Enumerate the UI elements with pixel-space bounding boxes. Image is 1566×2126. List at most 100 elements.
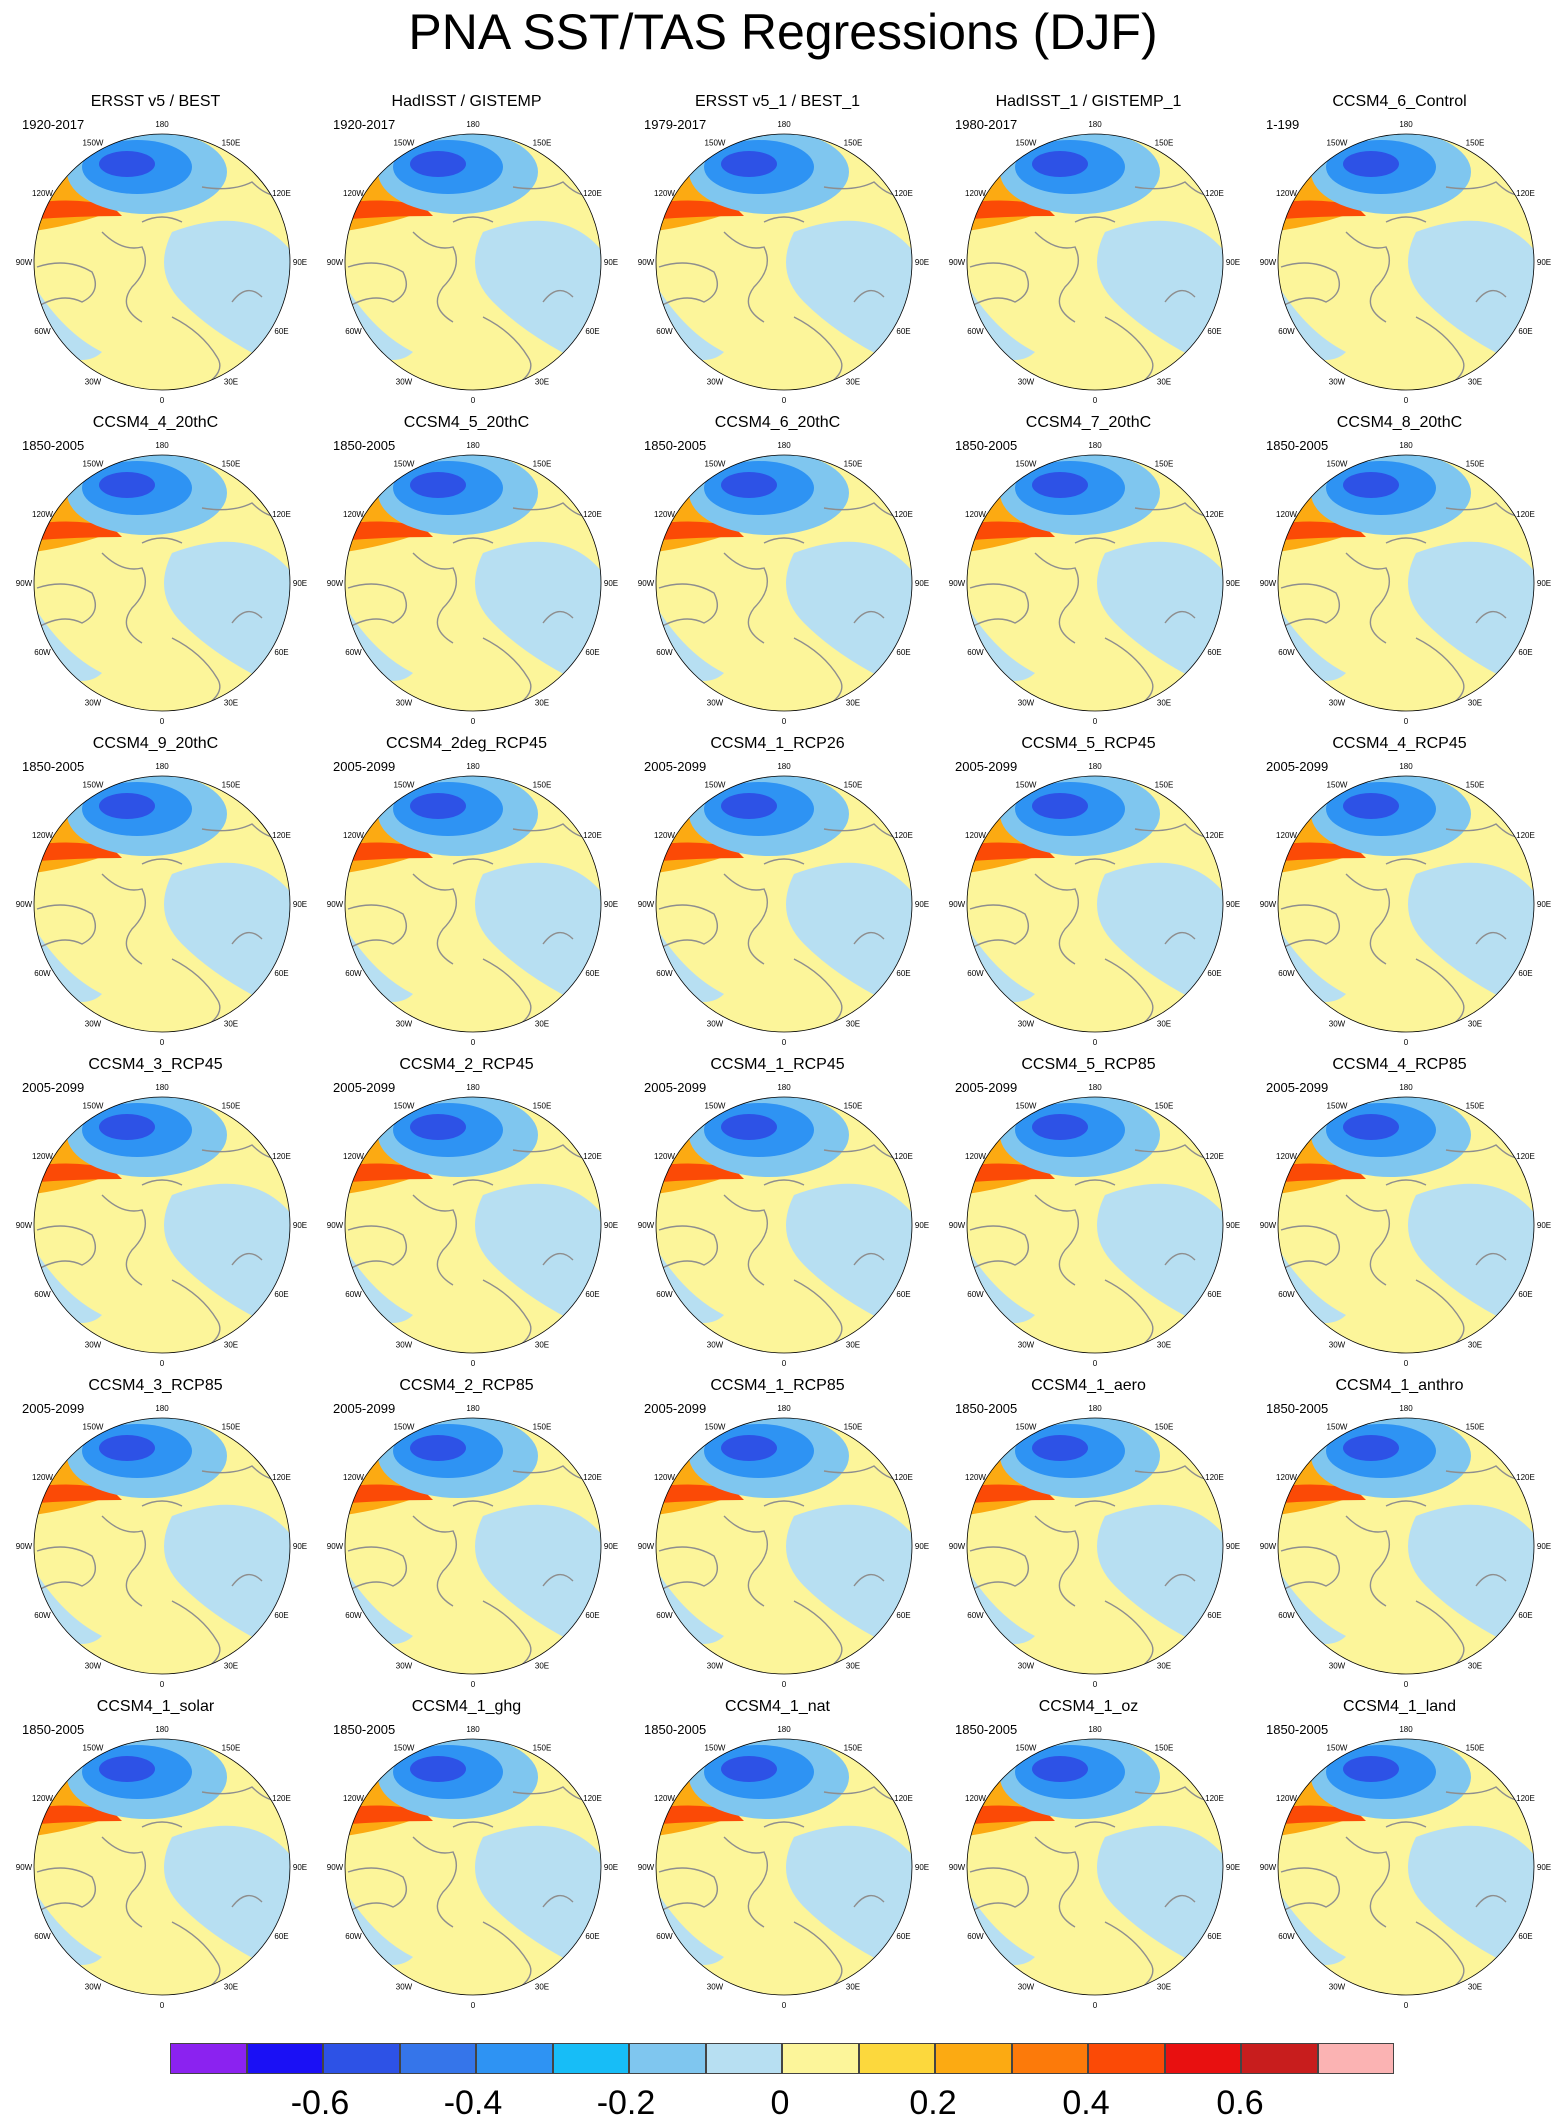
polar-map: 180 150E 120E 90E 60E 30E 0 30W 60W 90W 120W 150W: [16, 120, 307, 405]
coastline: [1345, 1194, 1390, 1286]
warm-anomaly-core: [345, 842, 433, 862]
longitude-label: 90W: [327, 258, 344, 267]
longitude-label: 30E: [846, 699, 860, 708]
map-border: [655, 454, 913, 712]
map-panel: CCSM4_9_20thC 1850-2005 180 150E 120E 90E 60E 3…: [0, 734, 311, 1055]
coastline: [1345, 873, 1390, 965]
map-border: [1277, 775, 1535, 1033]
longitude-label: 120E: [272, 1794, 291, 1803]
coastline: [231, 610, 263, 624]
longitude-label: 150E: [844, 781, 863, 790]
coastline: [1475, 610, 1507, 624]
longitude-label: 150E: [844, 460, 863, 469]
map-panel: CCSM4_2_RCP85 2005-2099 180 150E 120E 90E 60E 3…: [311, 1376, 622, 1697]
longitude-label: 30W: [1018, 1662, 1035, 1671]
longitude-label: 180: [466, 441, 480, 450]
panel-title: CCSM4_6_Control: [1332, 93, 1467, 110]
longitude-label: 30W: [1018, 378, 1035, 387]
map-panel: CCSM4_3_RCP85 2005-2099 180 150E 120E 90E 60E 3…: [0, 1376, 311, 1697]
coastline: [1385, 537, 1427, 544]
cool-anomaly-eurasia: [786, 1504, 912, 1656]
coastline: [412, 1515, 457, 1607]
longitude-label: 120E: [272, 1152, 291, 1161]
longitude-label: 30W: [707, 378, 724, 387]
cold-anomaly-center: [99, 151, 155, 177]
coastline: [412, 1836, 457, 1928]
coastline: [969, 904, 1029, 950]
coastline: [1280, 262, 1340, 308]
cold-anomaly-center: [721, 793, 777, 819]
coastline: [658, 262, 718, 308]
field-layers: [656, 134, 912, 390]
map-panel: CCSM4_1_land 1850-2005 180 150E 120E 90E 60E 30…: [1244, 1697, 1555, 2018]
coastline: [1104, 1921, 1154, 1993]
map-panel: CCSM4_1_RCP85 2005-2099 180 150E 120E 90E 60E 3…: [622, 1376, 933, 1697]
panel-period: 2005-2099: [955, 1080, 1018, 1095]
longitude-label: 180: [466, 120, 480, 129]
longitude-label: 150E: [1155, 1102, 1174, 1111]
warm-anomaly-core: [1278, 842, 1366, 862]
cool-anomaly-eurasia: [475, 220, 601, 372]
longitude-label: 30W: [85, 1341, 102, 1350]
coastline: [793, 1921, 843, 1993]
longitude-label: 30E: [535, 1662, 549, 1671]
map-panel: CCSM4_1_solar 1850-2005 180 150E 120E 90E 60E 3…: [0, 1697, 311, 2018]
map-border: [33, 775, 291, 1033]
longitude-label: 60E: [274, 969, 288, 978]
coastline: [347, 1546, 407, 1592]
longitude-label: 0: [471, 1038, 476, 1047]
longitude-label: 30E: [1468, 1341, 1482, 1350]
longitude-label: 0: [471, 1359, 476, 1368]
warm-anomaly-core: [656, 1805, 744, 1825]
field-layers: [967, 776, 1223, 1032]
longitude-label: 90W: [949, 1863, 966, 1872]
longitude-label: 120E: [1516, 831, 1535, 840]
longitude-label: 90E: [293, 1542, 307, 1551]
longitude-label: 180: [155, 762, 169, 771]
polar-map: 180 150E 120E 90E 60E 30E 0 30W 60W 90W 120W 150W: [16, 1725, 307, 2010]
longitude-label: 60E: [274, 327, 288, 336]
longitude-label: 30W: [1018, 1983, 1035, 1992]
longitude-label: 30E: [846, 1662, 860, 1671]
warm-anomaly-core: [34, 1805, 122, 1825]
longitude-label: 60W: [34, 1290, 51, 1299]
coastline: [793, 637, 843, 709]
longitude-label: 150E: [1466, 1744, 1485, 1753]
longitude-label: 90W: [949, 1542, 966, 1551]
longitude-label: 30E: [224, 1983, 238, 1992]
coastline: [36, 583, 96, 629]
coastline: [1164, 1894, 1196, 1908]
cold-anomaly-center: [99, 1756, 155, 1782]
coastline: [853, 289, 885, 303]
longitude-label: 120W: [1276, 1473, 1297, 1482]
warm-anomaly-core: [967, 842, 1055, 862]
longitude-label: 120E: [272, 189, 291, 198]
coastline: [1475, 931, 1507, 945]
cold-anomaly-center: [1343, 1114, 1399, 1140]
cold-anomaly-center: [410, 793, 466, 819]
colorbar-box: [170, 2043, 247, 2074]
coastline: [482, 1600, 532, 1672]
colorbar-box: [246, 2043, 323, 2074]
longitude-label: 150E: [1155, 139, 1174, 148]
polar-map: 180 150E 120E 90E 60E 30E 0 30W 60W 90W 120W 150W: [949, 762, 1240, 1047]
longitude-label: 60E: [1518, 1932, 1532, 1941]
longitude-label: 150W: [1327, 139, 1348, 148]
cool-anomaly-eurasia: [475, 1825, 601, 1977]
longitude-label: 30W: [1329, 378, 1346, 387]
panel-title: CCSM4_7_20thC: [1025, 414, 1152, 431]
polar-map: 180 150E 120E 90E 60E 30E 0 30W 60W 90W 120W 150W: [16, 1404, 307, 1689]
panel-period: 1850-2005: [22, 1722, 85, 1737]
map-border: [1277, 454, 1535, 712]
longitude-label: 0: [1093, 717, 1098, 726]
longitude-label: 90W: [949, 1221, 966, 1230]
field-layers: [1278, 1418, 1534, 1674]
longitude-label: 30W: [707, 1341, 724, 1350]
cold-anomaly-center: [721, 472, 777, 498]
panel-title: CCSM4_4_RCP85: [1332, 1056, 1467, 1073]
polar-map: 180 150E 120E 90E 60E 30E 0 30W 60W 90W 120W 150W: [1260, 120, 1551, 405]
map-panel: CCSM4_2deg_RCP45 2005-2099 180 150E 120E 90E 6…: [311, 734, 622, 1055]
longitude-label: 90E: [1537, 1863, 1551, 1872]
cold-anomaly-center: [1032, 472, 1088, 498]
longitude-label: 60W: [345, 327, 362, 336]
